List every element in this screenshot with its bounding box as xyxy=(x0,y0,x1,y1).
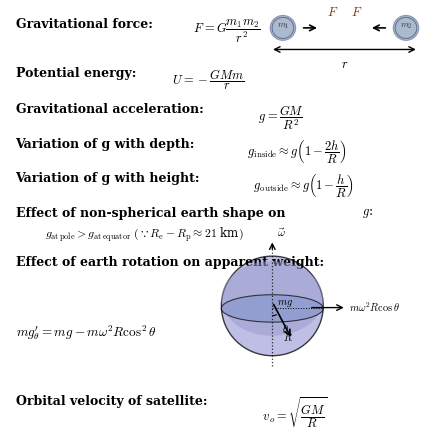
Text: Potential energy:: Potential energy: xyxy=(15,67,136,80)
Text: Effect of non-spherical earth shape on: Effect of non-spherical earth shape on xyxy=(15,207,285,220)
Text: $\vec{\omega}$: $\vec{\omega}$ xyxy=(276,226,285,239)
Text: Gravitational acceleration:: Gravitational acceleration: xyxy=(15,103,203,116)
Text: $F = G\dfrac{m_1 m_2}{r^2}$: $F = G\dfrac{m_1 m_2}{r^2}$ xyxy=(190,17,260,45)
Text: $\theta$: $\theta$ xyxy=(282,323,289,335)
Circle shape xyxy=(395,17,417,38)
Text: $r$: $r$ xyxy=(341,58,348,71)
Circle shape xyxy=(393,15,419,40)
Text: $v_o = \sqrt{\dfrac{GM}{R}}$: $v_o = \sqrt{\dfrac{GM}{R}}$ xyxy=(259,395,329,430)
Text: $g_{\mathrm{at\,pole}} > g_{\mathrm{at\,equator}}$ $(\because R_{\mathrm{e}} - R: $g_{\mathrm{at\,pole}} > g_{\mathrm{at\,… xyxy=(45,226,244,244)
Text: $g_{\mathrm{inside}} \approx g\left(1 - \dfrac{2h}{R}\right)$: $g_{\mathrm{inside}} \approx g\left(1 - … xyxy=(244,138,347,165)
Text: Gravitational force:: Gravitational force: xyxy=(15,17,152,31)
Circle shape xyxy=(221,256,323,356)
Text: $F$: $F$ xyxy=(350,6,362,19)
Ellipse shape xyxy=(221,295,323,322)
Text: $mg$: $mg$ xyxy=(277,298,294,309)
Text: $m_1$: $m_1$ xyxy=(276,21,289,31)
Text: Variation of g with height:: Variation of g with height: xyxy=(15,172,200,185)
Text: $g$:: $g$: xyxy=(359,207,374,220)
Text: $m_2$: $m_2$ xyxy=(399,21,412,31)
Text: Orbital velocity of satellite:: Orbital velocity of satellite: xyxy=(15,395,207,408)
Ellipse shape xyxy=(221,261,323,336)
Text: $g = \dfrac{GM}{R^2}$: $g = \dfrac{GM}{R^2}$ xyxy=(255,103,304,132)
Text: $F$: $F$ xyxy=(327,6,338,19)
Circle shape xyxy=(272,17,294,38)
Text: $R$: $R$ xyxy=(283,331,293,343)
Text: $mg^{\prime}_{\theta} = mg - m\omega^2 R\cos^2\theta$: $mg^{\prime}_{\theta} = mg - m\omega^2 R… xyxy=(15,323,156,342)
Text: Variation of g with depth:: Variation of g with depth: xyxy=(15,138,195,151)
Text: $g_{\mathrm{outside}} \approx g\left(1 - \dfrac{h}{R}\right)$: $g_{\mathrm{outside}} \approx g\left(1 -… xyxy=(251,172,354,199)
Circle shape xyxy=(270,15,296,40)
Text: $m\omega^2 R\cos\theta$: $m\omega^2 R\cos\theta$ xyxy=(349,301,399,314)
Text: Effect of earth rotation on apparent weight:: Effect of earth rotation on apparent wei… xyxy=(15,256,324,269)
Text: $U = -\dfrac{GMm}{r}$: $U = -\dfrac{GMm}{r}$ xyxy=(169,67,245,92)
